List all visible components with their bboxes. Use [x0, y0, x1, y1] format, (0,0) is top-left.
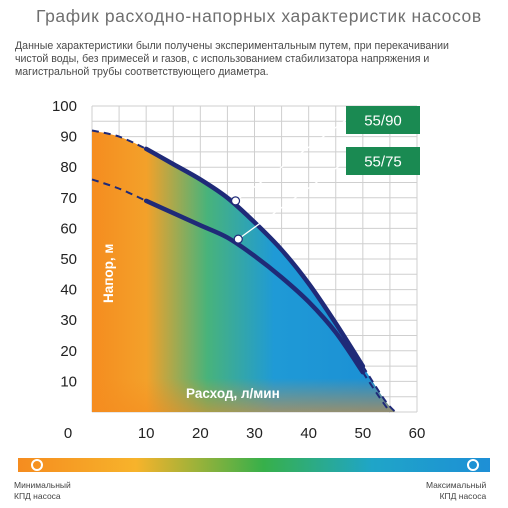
y-tick-label: 70	[60, 190, 77, 207]
series-badge-55/75	[346, 147, 420, 175]
min-efficiency-label-line1: Минимальный	[14, 480, 71, 490]
series-55/90-dash-end	[361, 365, 397, 413]
series-55/75-dash-end	[361, 371, 391, 413]
x-tick-label: 10	[138, 425, 155, 442]
series-55/75-line	[143, 198, 366, 375]
y-tick-label: 30	[60, 312, 77, 329]
chart-description: Данные характеристики были получены эксп…	[15, 40, 449, 78]
series-label-55/90: 55/90	[364, 113, 402, 130]
point-marker-55/90	[230, 196, 241, 206]
y-tick-label: 40	[60, 282, 77, 299]
efficiency-gradient	[18, 458, 490, 472]
y-tick-label: 90	[60, 129, 77, 146]
series-label-55/75: 55/75	[364, 154, 402, 171]
max-efficiency-label: Максимальный КПД насоса	[426, 480, 486, 502]
efficiency-bar	[18, 458, 490, 472]
x-tick-label: 60	[409, 425, 426, 442]
y-tick-label: 100	[52, 98, 77, 115]
leader-line-55/90	[235, 119, 347, 202]
min-efficiency-marker	[31, 459, 43, 471]
y-tick-label: 10	[60, 373, 77, 390]
x-tick-label: 30	[246, 425, 263, 442]
series-badge-55/90	[346, 106, 420, 134]
leader-line-55/75	[237, 160, 347, 240]
x-axis-label: Расход, л/мин	[186, 386, 280, 401]
max-efficiency-marker	[467, 459, 479, 471]
y-tick-label: 60	[60, 220, 77, 237]
x-tick-label: 50	[354, 425, 371, 442]
y-tick-label: 50	[60, 251, 77, 268]
series-badges: 55/90 55/75	[230, 106, 420, 244]
chart-title: График расходно-напорных характеристик н…	[36, 6, 482, 26]
series-55/90-line	[143, 146, 366, 369]
x-tick-label: 40	[300, 425, 317, 442]
max-efficiency-label-line2: КПД насоса	[439, 491, 487, 501]
series-55/90-dash-start	[91, 129, 147, 150]
min-efficiency-label: Минимальный КПД насоса	[14, 480, 71, 502]
point-marker-55/75	[233, 234, 243, 244]
y-tick-label: 80	[60, 159, 77, 176]
efficiency-fill-bottom	[92, 130, 396, 413]
series-55/75-dash-start	[91, 178, 147, 202]
min-efficiency-label-line2: КПД насоса	[14, 491, 61, 501]
max-efficiency-label-line1: Максимальный	[426, 480, 487, 490]
x-tick-label: 0	[64, 425, 72, 442]
x-tick-label: 20	[192, 425, 209, 442]
efficiency-area	[92, 130, 396, 413]
axis-ticks: 10 20 30 40 50 60 70 80 90 100 0 10 20 30 40 50 60	[52, 98, 425, 442]
y-axis-label: Напор, м	[101, 244, 116, 303]
y-tick-label: 20	[60, 343, 77, 360]
curves	[91, 129, 397, 413]
